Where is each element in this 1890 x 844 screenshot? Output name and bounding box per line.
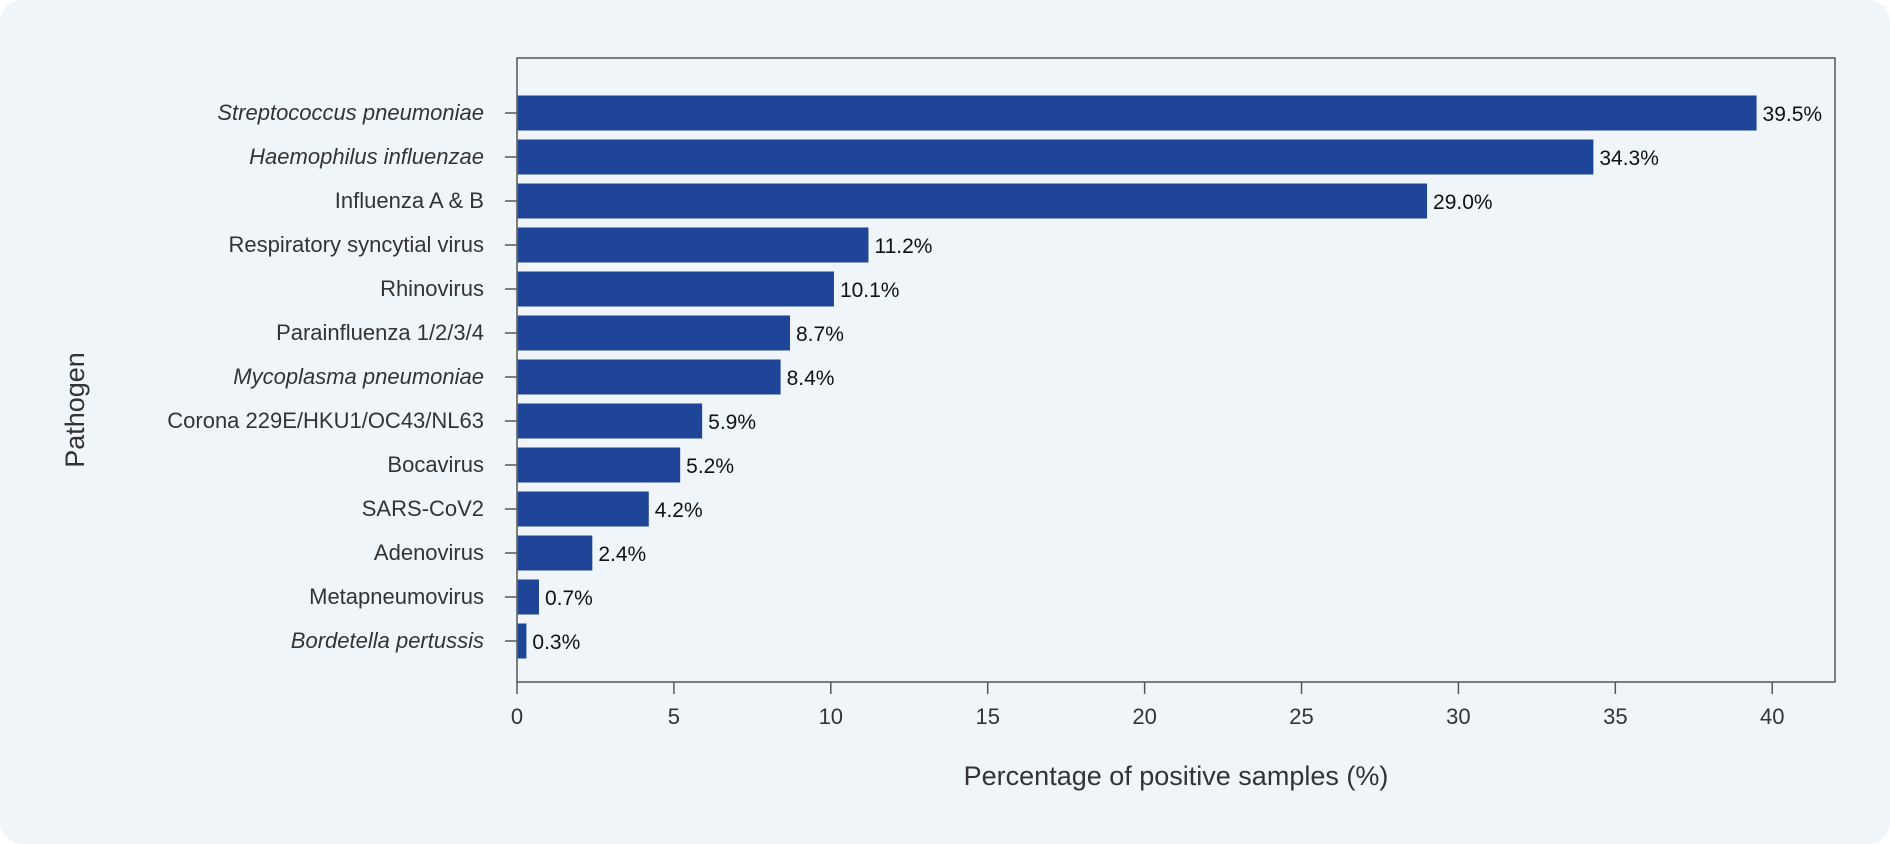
bar-11 [517, 579, 539, 615]
value-label-1: 34.3% [1599, 147, 1659, 170]
bar-5 [517, 315, 791, 351]
bar-9 [517, 491, 649, 527]
category-label-10: Adenovirus [374, 540, 484, 565]
bar-3 [517, 227, 869, 263]
bar-10 [517, 535, 593, 571]
x-tick-label-1: 5 [668, 704, 680, 729]
x-tick-label-4: 20 [1132, 704, 1156, 729]
category-label-2: Influenza A & B [335, 188, 484, 213]
bar-0 [517, 95, 1757, 131]
plot-frame [516, 57, 1836, 683]
value-label-6: 8.4% [787, 367, 835, 390]
value-label-3: 11.2% [874, 235, 932, 258]
value-label-5: 8.7% [796, 323, 844, 346]
category-label-3: Respiratory syncytial virus [228, 232, 484, 257]
category-label-8: Bocavirus [387, 452, 484, 477]
x-tick-label-2: 10 [819, 704, 843, 729]
value-label-8: 5.2% [686, 455, 734, 478]
value-label-2: 29.0% [1433, 191, 1493, 214]
value-label-4: 10.1% [840, 279, 900, 302]
bar-8 [517, 447, 681, 483]
value-label-12: 0.3% [532, 631, 580, 654]
bar-1 [517, 139, 1594, 175]
category-label-7: Corona 229E/HKU1/OC43/NL63 [167, 408, 484, 433]
value-label-0: 39.5% [1763, 103, 1823, 126]
value-label-7: 5.9% [708, 411, 756, 434]
bars-group: 39.5% 34.3% 29.0% 11.2% 10.1% 8.7% 8.4% 5.9% 5.2… [517, 95, 1823, 659]
y-axis-ticks: Streptococcus pneumoniae Haemophilus infl… [167, 100, 517, 653]
category-label-9: SARS-CoV2 [362, 496, 484, 521]
bar-2 [517, 183, 1428, 219]
x-tick-label-8: 40 [1760, 704, 1784, 729]
x-axis-ticks: 0 5 10 15 20 25 30 35 40 [511, 682, 1784, 729]
x-tick-label-0: 0 [511, 704, 523, 729]
value-label-10: 2.4% [598, 543, 646, 566]
y-axis-title: Pathogen [60, 352, 90, 468]
bar-12 [517, 623, 527, 659]
category-label-5: Parainfluenza 1/2/3/4 [276, 320, 484, 345]
bar-7 [517, 403, 703, 439]
value-label-9: 4.2% [655, 499, 703, 522]
bar-6 [517, 359, 781, 395]
category-label-0: Streptococcus pneumoniae [217, 100, 484, 125]
category-label-12: Bordetella pertussis [291, 628, 484, 653]
category-label-11: Metapneumovirus [309, 584, 484, 609]
x-tick-label-3: 15 [975, 704, 999, 729]
x-axis-title: Percentage of positive samples (%) [964, 761, 1389, 791]
value-label-11: 0.7% [545, 587, 593, 610]
x-tick-label-5: 25 [1289, 704, 1313, 729]
x-tick-label-7: 35 [1603, 704, 1627, 729]
category-label-6: Mycoplasma pneumoniae [233, 364, 484, 389]
category-label-4: Rhinovirus [380, 276, 484, 301]
bar-4 [517, 271, 834, 307]
x-tick-label-6: 30 [1446, 704, 1470, 729]
category-label-1: Haemophilus influenzae [249, 144, 484, 169]
